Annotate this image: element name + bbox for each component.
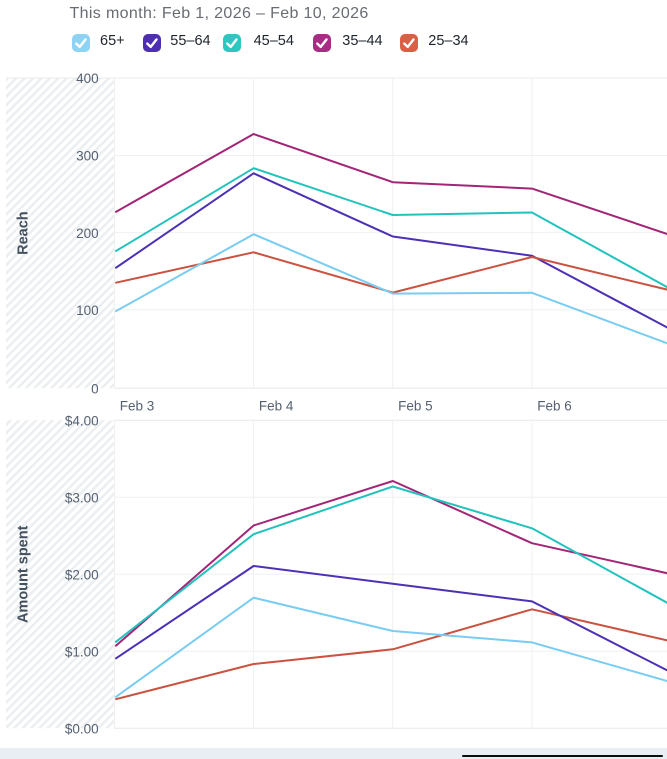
svg-text:200: 200 [76, 226, 99, 241]
svg-text:$4.00: $4.00 [65, 413, 99, 428]
svg-text:Reach: Reach [16, 211, 32, 255]
svg-text:300: 300 [76, 149, 99, 164]
svg-text:$3.00: $3.00 [65, 490, 99, 505]
svg-text:100: 100 [76, 303, 99, 318]
svg-text:400: 400 [76, 71, 99, 86]
svg-text:Amount spent: Amount spent [16, 525, 32, 623]
svg-text:Feb 3: Feb 3 [120, 399, 155, 414]
svg-text:0: 0 [91, 381, 99, 396]
svg-text:Feb 4: Feb 4 [259, 399, 294, 414]
svg-text:Feb 6: Feb 6 [537, 399, 572, 414]
svg-text:$2.00: $2.00 [65, 567, 99, 582]
svg-text:$1.00: $1.00 [65, 644, 99, 659]
svg-text:Feb 5: Feb 5 [398, 399, 433, 414]
svg-text:$0.00: $0.00 [65, 722, 99, 737]
